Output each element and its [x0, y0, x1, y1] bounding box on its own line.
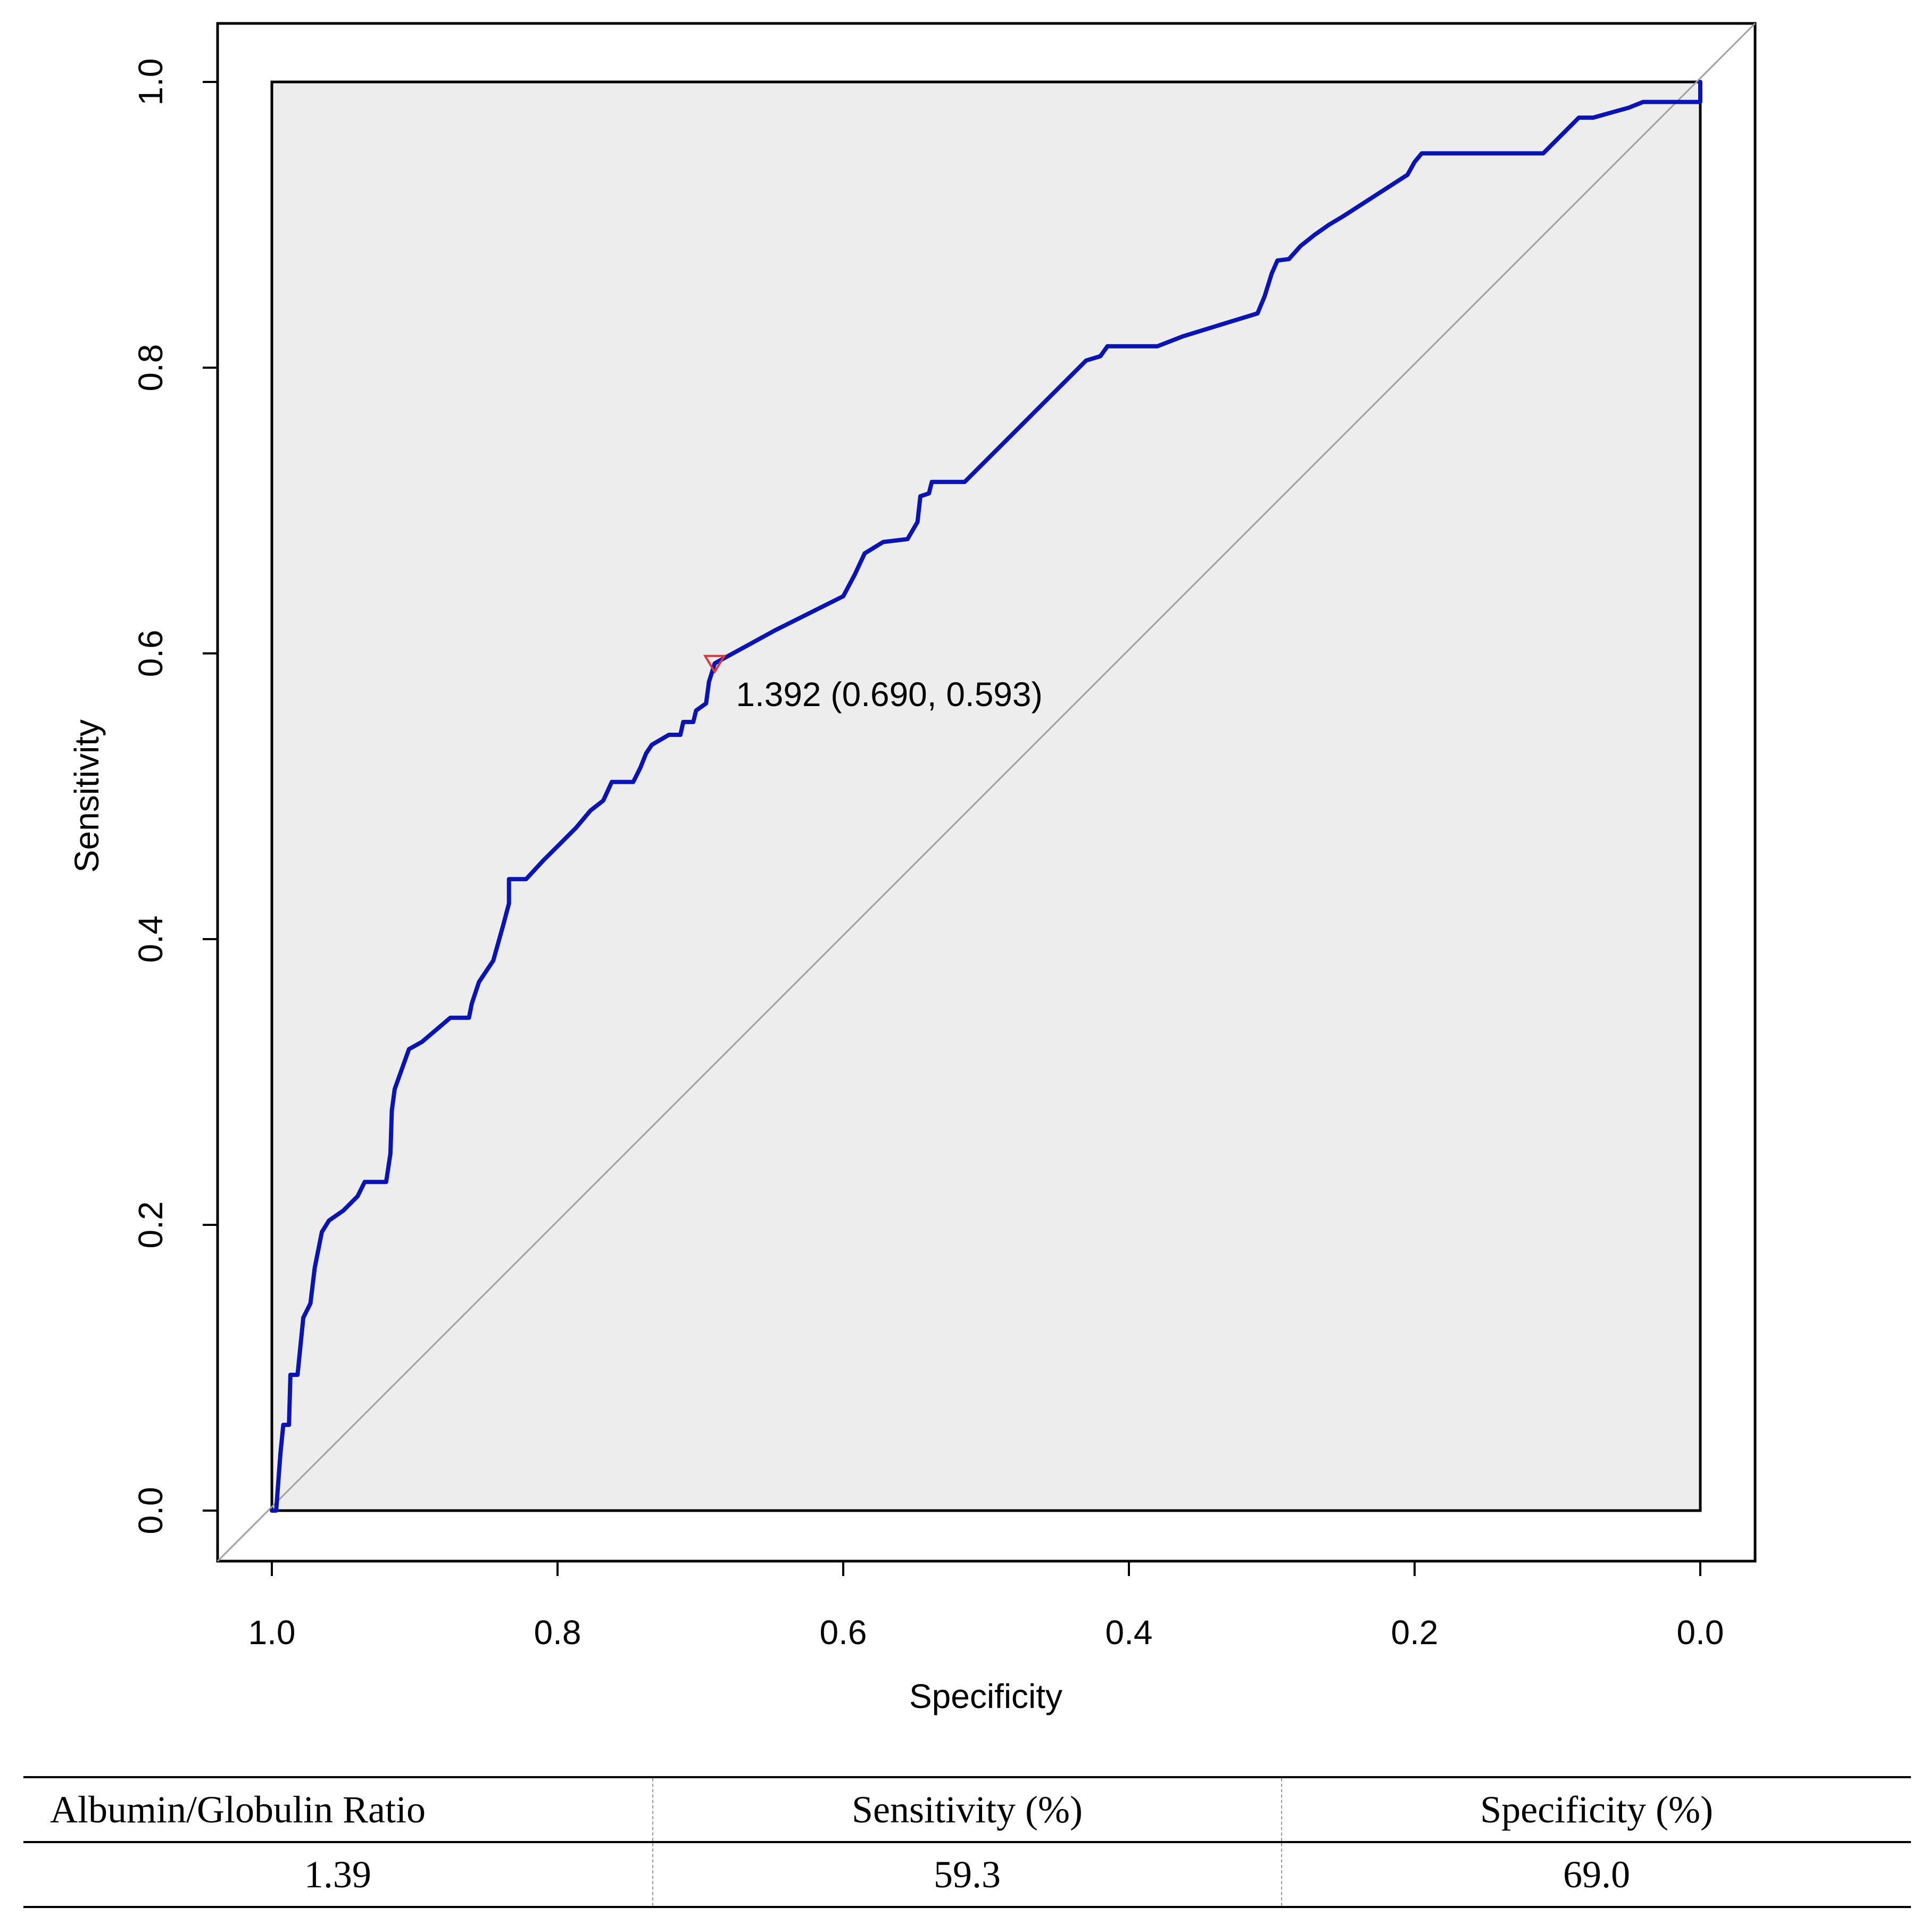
- roc-curve-line: [270, 80, 1702, 1513]
- header-specificity: Specificity (%): [1281, 1777, 1911, 1842]
- table-row: 1.39 59.3 69.0: [23, 1842, 1911, 1907]
- x-tick-label: 1.0: [248, 1613, 296, 1652]
- x-tick-label: 0.0: [1677, 1613, 1724, 1652]
- y-tick-label: 1.0: [131, 59, 170, 106]
- x-tick-label: 0.4: [1106, 1613, 1153, 1652]
- x-tick-label: 0.2: [1391, 1613, 1439, 1652]
- optimal-threshold-label: 1.392 (0.690, 0.593): [736, 675, 1042, 714]
- x-axis: 1.0 0.8 0.6 0.4 0.2 0.0: [248, 1561, 1724, 1652]
- x-axis-label: Specificity: [909, 1677, 1062, 1715]
- header-ratio: Albumin/Globulin Ratio: [23, 1777, 653, 1842]
- plot-area: [270, 80, 1702, 1512]
- y-tick-label: 0.0: [131, 1487, 170, 1535]
- y-axis: 0.0 0.2 0.4 0.6 0.8 1.0: [131, 59, 218, 1535]
- y-tick-label: 0.6: [131, 630, 170, 677]
- diagonal-reference-line: [217, 22, 1756, 1562]
- y-axis-label: Sensitivity: [68, 719, 106, 873]
- y-tick-label: 0.2: [131, 1201, 170, 1249]
- cell-specificity-value: 69.0: [1281, 1842, 1911, 1907]
- table-header-row: Albumin/Globulin Ratio Sensitivity (%) S…: [23, 1777, 1911, 1842]
- header-sensitivity: Sensitivity (%): [652, 1777, 1283, 1842]
- x-tick-label: 0.8: [534, 1613, 581, 1652]
- roc-chart: 1.0 0.8 0.6 0.4 0.2 0.0 0.0 0.2 0.4 0.6 0.8 1.0 1.…: [68, 22, 1757, 1715]
- y-tick-label: 0.8: [131, 344, 170, 392]
- cell-ratio-value: 1.39: [23, 1842, 653, 1907]
- cell-sensitivity-value: 59.3: [652, 1842, 1283, 1907]
- optimal-threshold-marker: [703, 654, 726, 674]
- y-tick-label: 0.4: [131, 916, 170, 963]
- result-table: Albumin/Globulin Ratio Sensitivity (%) S…: [23, 1776, 1911, 1908]
- x-tick-label: 0.6: [820, 1613, 867, 1652]
